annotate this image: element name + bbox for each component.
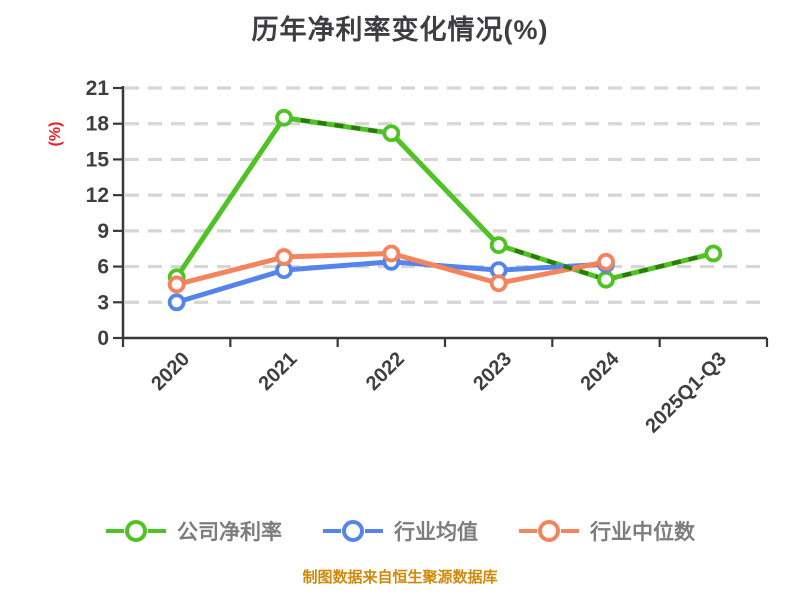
data-point-marker[interactable] [704,244,723,263]
legend-item-industry-median[interactable]: 行业中位数 [518,516,695,546]
legend-label: 行业均值 [394,521,478,544]
y-tick-label: 12 [86,184,109,207]
y-tick-label: 21 [86,77,110,100]
series-line [174,115,716,283]
x-tick-label: 2022 [362,348,409,395]
y-tick-label: 18 [86,113,110,136]
data-point-marker[interactable] [489,274,508,293]
x-tick-label: 2020 [147,348,194,395]
net-margin-line-chart: 0 3 6 9 12 15 18 21 2020 2021 2022 2023 2024 2025Q1-Q… [47,77,769,437]
y-tick-label: 6 [97,256,109,279]
legend-label: 行业中位数 [590,521,695,544]
data-point-marker[interactable] [489,236,508,255]
y-tick-label: 3 [97,291,109,314]
legend-item-industry-average[interactable]: 行业均值 [322,516,478,546]
series-dash-overlay [283,115,392,136]
x-tick-label: 2024 [577,347,625,395]
line-marker-icon [519,520,579,542]
y-axis-unit-label: (%) [47,122,64,147]
legend-item-company-net-margin[interactable]: 公司净利率 [105,516,282,546]
series-dash-overlay [498,243,607,282]
data-point-marker[interactable] [275,108,293,127]
data-source-note: 制图数据来自恒生聚源数据库 [302,569,498,586]
data-point-marker[interactable] [167,275,186,294]
y-tick-label: 15 [86,148,110,171]
x-tick-label: 2023 [469,348,516,395]
y-tick-label: 9 [97,220,109,243]
y-tick-label: 0 [97,327,109,350]
data-point-marker[interactable] [275,248,293,266]
x-tick-label: 2021 [255,348,302,395]
legend: 公司净利率 行业均值 行业中位数 [0,516,800,546]
legend-label: 公司净利率 [177,521,282,544]
data-point-marker[interactable] [597,270,615,289]
data-point-marker[interactable] [167,293,186,312]
line-marker-icon [323,520,383,542]
line-marker-icon [106,520,166,542]
data-point-marker[interactable] [597,252,615,271]
data-point-marker[interactable] [382,124,401,143]
series-dash-overlay [605,251,714,282]
x-tick-label: 2025Q1-Q3 [641,348,730,437]
data-point-marker[interactable] [382,244,401,263]
chart-title: 历年净利率变化情况(%) [251,15,549,45]
